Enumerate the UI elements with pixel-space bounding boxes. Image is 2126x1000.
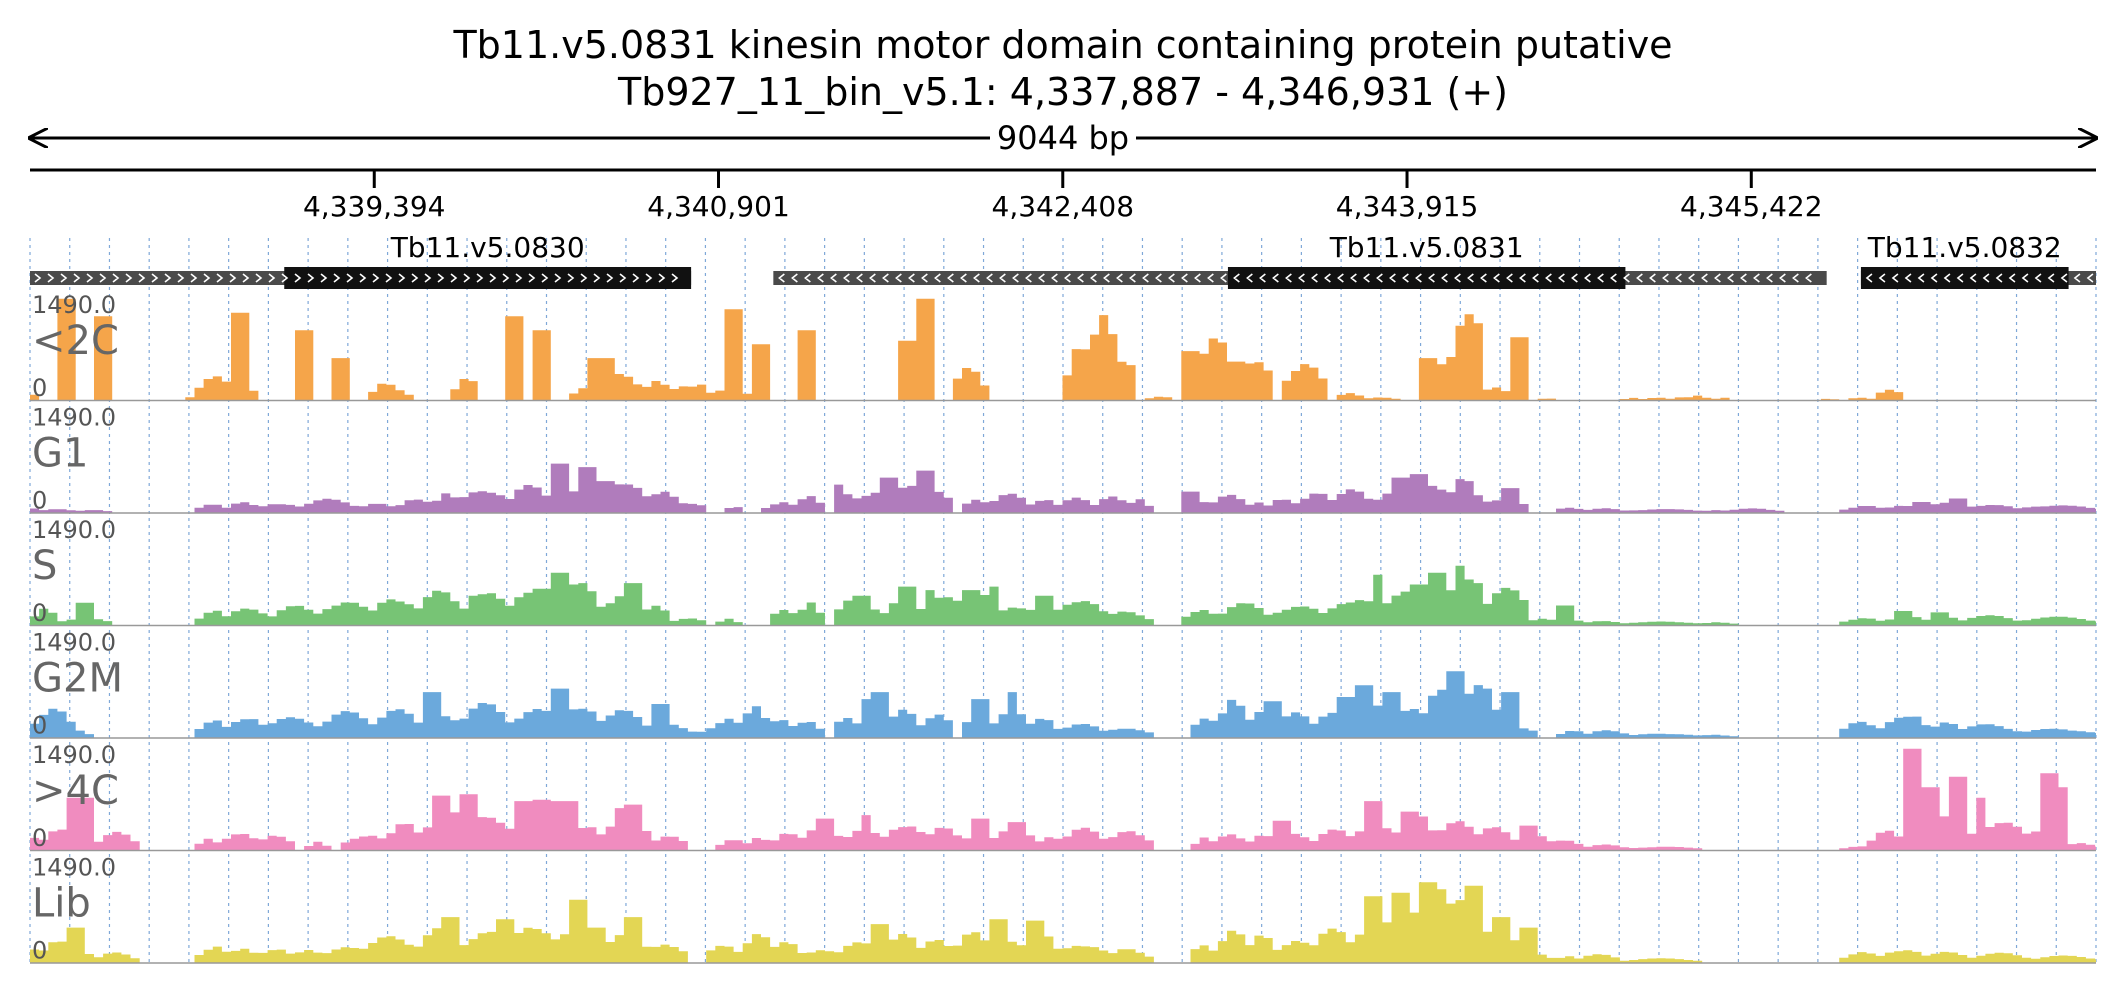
tick-label: 4,340,901 — [647, 190, 790, 223]
track-ymin-label: 0 — [32, 712, 47, 740]
track-ymin-label: 0 — [32, 487, 47, 515]
coverage-area — [30, 748, 2096, 850]
gene-cds-block — [284, 267, 692, 289]
tick-label: 4,339,394 — [303, 190, 446, 223]
tick-label: 4,345,422 — [1680, 190, 1823, 223]
track-name: >4C — [32, 768, 119, 814]
track-ymin-label: 0 — [32, 824, 47, 852]
track-name: S — [32, 543, 57, 589]
strand-arrows — [1865, 273, 2094, 283]
coverage-tracks: 1490.00<2C1490.00G11490.00S1490.00G2M149… — [30, 291, 2096, 965]
track-ymax-label: 1490.0 — [32, 516, 116, 544]
coverage-area — [30, 298, 2096, 400]
gene-cds-block — [1860, 267, 2069, 289]
coverage-track: 1490.0 0 >4C — [30, 741, 2096, 852]
track-name: G1 — [32, 431, 88, 477]
coverage-area — [30, 565, 2096, 625]
gene-annotation-track: Tb11.v5.0830 Tb11.v5.0831 Tb11.v5.0832 — [30, 231, 2096, 289]
gene-feature[interactable]: Tb11.v5.0831 — [773, 231, 1827, 289]
gene-feature[interactable]: Tb11.v5.0832 — [1860, 231, 2096, 289]
tick-label: 4,343,915 — [1336, 190, 1479, 223]
strand-arrows — [778, 273, 1812, 283]
chart-subtitle: Tb927_11_bin_v5.1: 4,337,887 - 4,346,931… — [617, 70, 1508, 114]
track-ymax-label: 1490.0 — [32, 404, 116, 432]
coverage-area — [30, 882, 2096, 963]
strand-arrows — [34, 273, 679, 283]
track-ymax-label: 1490.0 — [32, 741, 116, 769]
gene-label: Tb11.v5.0831 — [1329, 231, 1524, 264]
coverage-area — [30, 463, 2096, 513]
track-name: G2M — [32, 656, 123, 702]
gene-cds-block — [1227, 267, 1626, 289]
coverage-track: 1490.0 0 G1 — [30, 404, 2096, 515]
span-indicator: 9044 bp — [30, 119, 2096, 157]
track-ymin-label: 0 — [32, 937, 47, 965]
coverage-track: 1490.0 0 S — [30, 516, 2096, 627]
track-name: Lib — [32, 881, 91, 927]
track-ymax-label: 1490.0 — [32, 854, 116, 882]
track-ymax-label: 1490.0 — [32, 629, 116, 657]
gene-label: Tb11.v5.0832 — [1867, 231, 2062, 264]
coverage-area — [30, 671, 2096, 738]
span-label: 9044 bp — [997, 119, 1129, 157]
gene-feature[interactable]: Tb11.v5.0830 — [30, 231, 692, 289]
coverage-track: 1490.0 0 <2C — [30, 291, 2096, 402]
track-ymax-label: 1490.0 — [32, 291, 116, 319]
coordinate-ticks: 4,339,394 4,340,901 4,342,408 4,343,915 4,34… — [303, 170, 1823, 223]
coverage-track: 1490.0 0 G2M — [30, 629, 2096, 740]
chart-title: Tb11.v5.0831 kinesin motor domain contai… — [452, 23, 1672, 67]
track-ymin-label: 0 — [32, 374, 47, 402]
track-ymin-label: 0 — [32, 599, 47, 627]
vertical-gridlines — [29, 238, 2097, 962]
tick-label: 4,342,408 — [992, 190, 1135, 223]
coverage-track: 1490.0 0 Lib — [30, 854, 2096, 965]
track-name: <2C — [32, 318, 119, 364]
gene-label: Tb11.v5.0830 — [390, 231, 585, 264]
